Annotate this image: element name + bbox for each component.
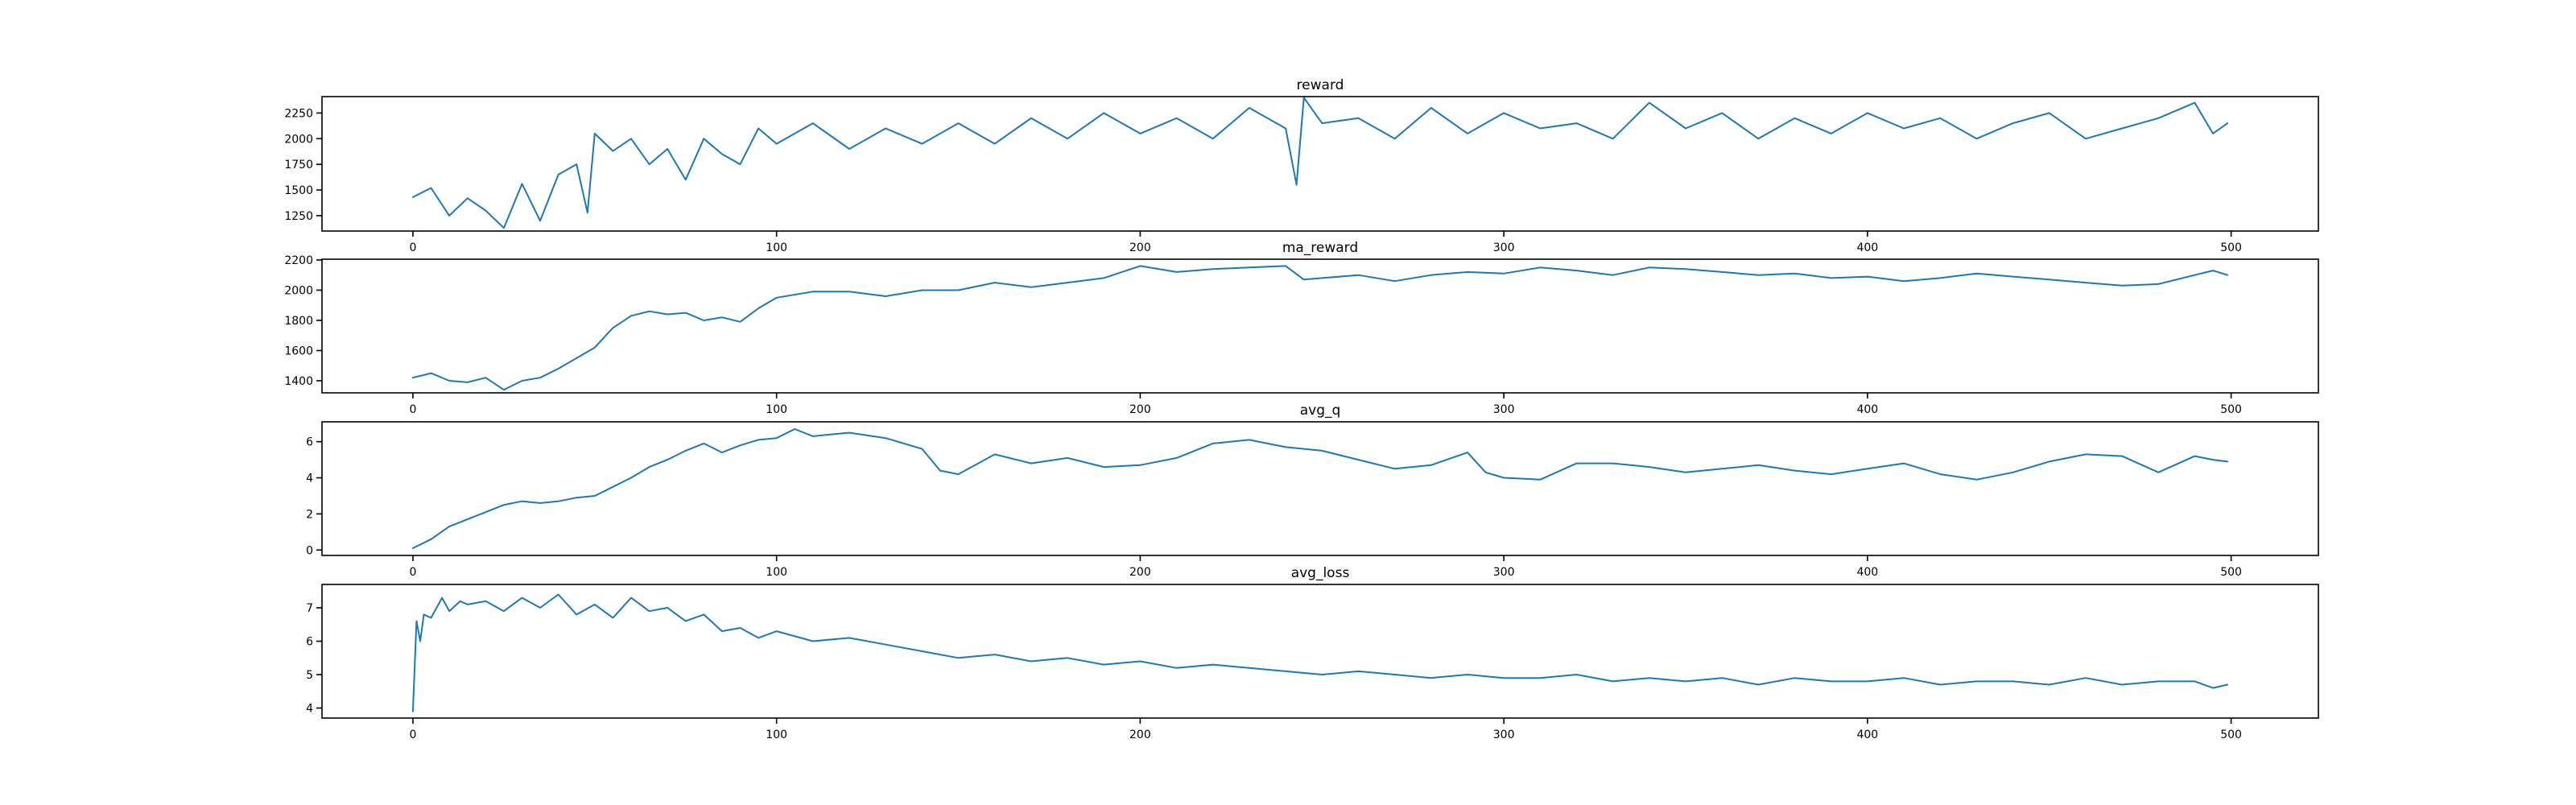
series-line <box>411 428 2229 549</box>
y-tick-label: 2000 <box>284 133 313 146</box>
x-tick-label: 0 <box>409 729 416 741</box>
x-tick-label: 500 <box>2220 566 2242 579</box>
x-tick-label: 400 <box>1856 729 1878 741</box>
x-tick-label: 200 <box>1129 242 1151 254</box>
x-tick-label: 200 <box>1129 729 1151 741</box>
y-tick-label: 2000 <box>284 284 313 297</box>
axes-title: avg_q <box>1300 402 1341 419</box>
y-tick-label: 1750 <box>284 159 313 171</box>
y-tick-label: 1250 <box>284 210 313 223</box>
subplot-reward: reward 0 100 200 300 400 500 1250 1500 1750 2000 2… <box>284 77 2319 254</box>
axes-frame <box>321 584 2319 719</box>
axes-title: reward <box>1297 77 1344 93</box>
y-tick-label: 6 <box>306 636 313 649</box>
y-tick-label: 7 <box>306 602 313 615</box>
x-tick-label: 0 <box>409 566 416 579</box>
x-tick-label: 100 <box>766 729 787 741</box>
x-tick-label: 400 <box>1856 566 1878 579</box>
x-tick-label: 300 <box>1493 729 1515 741</box>
axes-frame <box>321 258 2319 394</box>
plot-area: 0 100 200 300 400 500 4 5 6 7 <box>306 584 2319 741</box>
x-tick-label: 500 <box>2220 242 2242 254</box>
plot-area: 0 100 200 300 400 500 0 2 4 6 <box>306 421 2319 579</box>
y-tick-label: 6 <box>306 436 313 449</box>
x-tick-label: 300 <box>1493 566 1515 579</box>
x-tick-label: 100 <box>766 566 787 579</box>
y-tick-label: 2 <box>306 508 313 521</box>
y-tick-label: 1400 <box>284 375 313 388</box>
plot-area: 0 100 200 300 400 500 1400 1600 1800 2000 2200 <box>284 254 2319 416</box>
subplot-ma-reward: ma_reward 0 100 200 300 400 500 1400 1600 1800 20… <box>284 240 2319 416</box>
x-tick-label: 400 <box>1856 403 1878 416</box>
y-tick-label: 2200 <box>284 254 313 267</box>
x-tick-label: 0 <box>409 242 416 254</box>
subplot-avg-loss: avg_loss 0 100 200 300 400 500 4 5 6 7 <box>306 565 2319 741</box>
plot-area: 0 100 200 300 400 500 1250 1500 1750 2000 2250 <box>284 96 2319 254</box>
y-tick-label: 4 <box>306 703 313 716</box>
series-line <box>411 97 2229 229</box>
y-tick-label: 5 <box>306 669 313 682</box>
axes-title: avg_loss <box>1291 565 1350 581</box>
y-tick-label: 1800 <box>284 315 313 328</box>
y-tick-label: 0 <box>306 544 313 557</box>
y-tick-label: 4 <box>306 473 313 485</box>
x-tick-label: 0 <box>409 403 416 416</box>
x-tick-label: 300 <box>1493 242 1515 254</box>
series-line <box>411 593 2229 712</box>
subplot-avg-q: avg_q 0 100 200 300 400 500 0 2 4 6 <box>306 402 2319 579</box>
x-tick-label: 100 <box>766 242 787 254</box>
x-tick-label: 500 <box>2220 403 2242 416</box>
x-tick-label: 100 <box>766 403 787 416</box>
x-tick-label: 200 <box>1129 566 1151 579</box>
axes-frame <box>321 421 2319 556</box>
x-tick-label: 500 <box>2220 729 2242 741</box>
y-tick-label: 1600 <box>284 345 313 357</box>
series-line <box>411 265 2229 391</box>
y-tick-label: 1500 <box>284 184 313 197</box>
x-tick-label: 300 <box>1493 403 1515 416</box>
x-tick-label: 200 <box>1129 403 1151 416</box>
x-tick-label: 400 <box>1856 242 1878 254</box>
axes-title: ma_reward <box>1282 240 1358 256</box>
y-tick-label: 2250 <box>284 107 313 120</box>
